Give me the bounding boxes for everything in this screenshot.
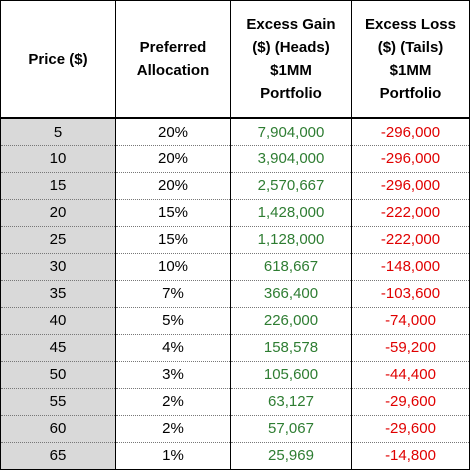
table-row: 25 15% 1,128,000 -222,000	[0, 226, 470, 254]
loss-cell: -44,400	[351, 361, 470, 389]
table-row: 15 20% 2,570,667 -296,000	[0, 172, 470, 200]
table-row: 55 2% 63,127 -29,600	[0, 388, 470, 416]
price-cell: 65	[0, 442, 116, 471]
header-loss: Excess Loss ($) (Tails) $1MM Portfolio	[351, 0, 470, 119]
gain-cell: 57,067	[230, 415, 352, 443]
table-row: 50 3% 105,600 -44,400	[0, 361, 470, 389]
price-cell: 10	[0, 145, 116, 173]
header-gain-line: ($) (Heads)	[252, 39, 330, 56]
table-row: 40 5% 226,000 -74,000	[0, 307, 470, 335]
allocation-cell: 2%	[115, 415, 231, 443]
gain-cell: 25,969	[230, 442, 352, 471]
allocation-cell: 5%	[115, 307, 231, 335]
header-allocation: Preferred Allocation	[115, 0, 231, 119]
loss-cell: -29,600	[351, 388, 470, 416]
allocation-cell: 4%	[115, 334, 231, 362]
price-cell: 50	[0, 361, 116, 389]
gain-cell: 7,904,000	[230, 118, 352, 146]
price-cell: 25	[0, 226, 116, 254]
gain-cell: 63,127	[230, 388, 352, 416]
table-row: 60 2% 57,067 -29,600	[0, 415, 470, 443]
table-row: 45 4% 158,578 -59,200	[0, 334, 470, 362]
table-row: 5 20% 7,904,000 -296,000	[0, 118, 470, 146]
header-allocation-line: Preferred	[139, 39, 207, 56]
header-loss-line: Excess Loss	[365, 16, 456, 33]
price-cell: 30	[0, 253, 116, 281]
gain-cell: 226,000	[230, 307, 352, 335]
allocation-cell: 20%	[115, 118, 231, 146]
gain-cell: 1,428,000	[230, 199, 352, 227]
allocation-cell: 15%	[115, 199, 231, 227]
price-cell: 55	[0, 388, 116, 416]
gain-cell: 366,400	[230, 280, 352, 308]
gain-cell: 3,904,000	[230, 145, 352, 173]
table-row: 35 7% 366,400 -103,600	[0, 280, 470, 308]
allocation-cell: 15%	[115, 226, 231, 254]
price-cell: 5	[0, 118, 116, 146]
allocation-cell: 2%	[115, 388, 231, 416]
loss-cell: -74,000	[351, 307, 470, 335]
price-cell: 15	[0, 172, 116, 200]
loss-cell: -296,000	[351, 145, 470, 173]
price-cell: 20	[0, 199, 116, 227]
allocation-cell: 20%	[115, 145, 231, 173]
header-loss-line: Portfolio	[379, 85, 442, 102]
header-allocation-line: Allocation	[136, 62, 210, 79]
table-row: 20 15% 1,428,000 -222,000	[0, 199, 470, 227]
header-price-line: Price ($)	[28, 50, 88, 68]
header-gain-line: $1MM	[270, 62, 312, 79]
loss-cell: -59,200	[351, 334, 470, 362]
loss-cell: -296,000	[351, 172, 470, 200]
allocation-cell: 1%	[115, 442, 231, 471]
loss-cell: -296,000	[351, 118, 470, 146]
loss-cell: -14,800	[351, 442, 470, 471]
table-row: 10 20% 3,904,000 -296,000	[0, 145, 470, 173]
header-loss-line: ($) (Tails)	[377, 39, 444, 56]
loss-cell: -29,600	[351, 415, 470, 443]
gain-cell: 2,570,667	[230, 172, 352, 200]
price-cell: 60	[0, 415, 116, 443]
loss-cell: -103,600	[351, 280, 470, 308]
price-cell: 40	[0, 307, 116, 335]
price-cell: 45	[0, 334, 116, 362]
allocation-cell: 10%	[115, 253, 231, 281]
gain-cell: 1,128,000	[230, 226, 352, 254]
header-price: Price ($)	[0, 0, 116, 119]
loss-cell: -222,000	[351, 226, 470, 254]
allocation-cell: 7%	[115, 280, 231, 308]
loss-cell: -222,000	[351, 199, 470, 227]
allocation-cell: 3%	[115, 361, 231, 389]
header-gain-line: Excess Gain	[246, 16, 336, 33]
loss-cell: -148,000	[351, 253, 470, 281]
header-gain: Excess Gain ($) (Heads) $1MM Portfolio	[230, 0, 352, 119]
header-gain-line: Portfolio	[260, 85, 322, 102]
gain-cell: 158,578	[230, 334, 352, 362]
price-cell: 35	[0, 280, 116, 308]
header-loss-line: $1MM	[389, 62, 432, 79]
table-row: 30 10% 618,667 -148,000	[0, 253, 470, 281]
gain-cell: 105,600	[230, 361, 352, 389]
allocation-cell: 20%	[115, 172, 231, 200]
header-row: Price ($) Preferred Allocation Excess Ga…	[0, 0, 470, 119]
gain-cell: 618,667	[230, 253, 352, 281]
table-row: 65 1% 25,969 -14,800	[0, 442, 470, 471]
